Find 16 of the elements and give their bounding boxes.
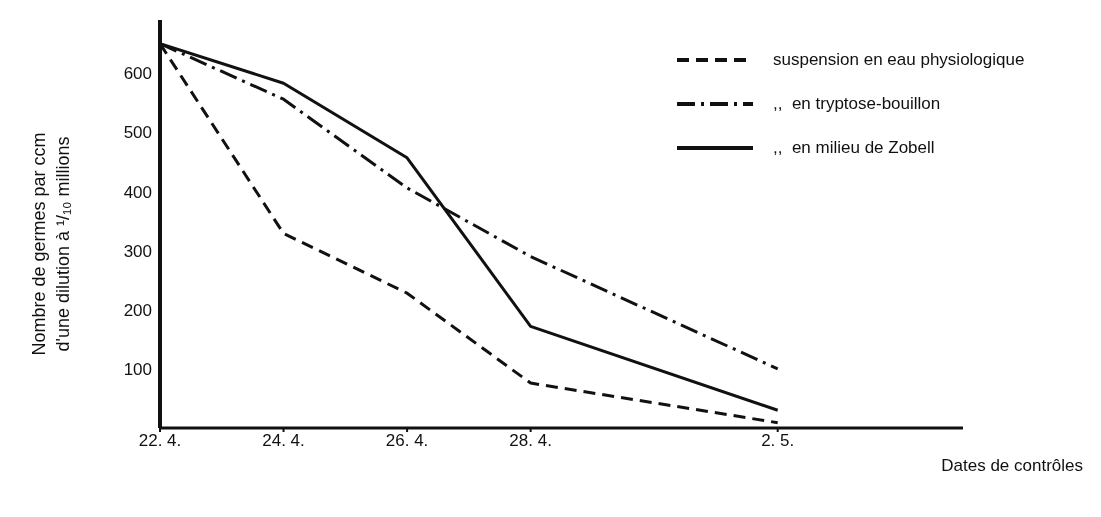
legend-label: suspension en eau physiologique: [773, 50, 1026, 70]
y-tick-label: 500: [123, 123, 152, 143]
x-tick-label: 24. 4.: [262, 431, 305, 451]
legend-label: ,, en tryptose-bouillon: [773, 94, 942, 114]
y-tick-label: 400: [123, 182, 152, 202]
x-tick-label: 28. 4.: [509, 431, 552, 451]
y-tick-label: 300: [123, 241, 152, 261]
y-axis-title: Nombre de germes par ccm d'une dilution à ¹/₁₀ millions: [29, 132, 73, 356]
x-tick-label: 2. 5.: [761, 431, 795, 451]
legend-label: ,, en milieu de Zobell: [773, 138, 936, 158]
y-tick-label: 200: [123, 300, 152, 320]
y-tick-label: 600: [123, 64, 152, 84]
y-tick-label: 100: [123, 359, 152, 379]
x-tick-label: 26. 4.: [385, 431, 429, 451]
x-axis-title: Dates de contrôles: [941, 456, 1083, 476]
x-tick-label: 22. 4.: [138, 431, 182, 451]
